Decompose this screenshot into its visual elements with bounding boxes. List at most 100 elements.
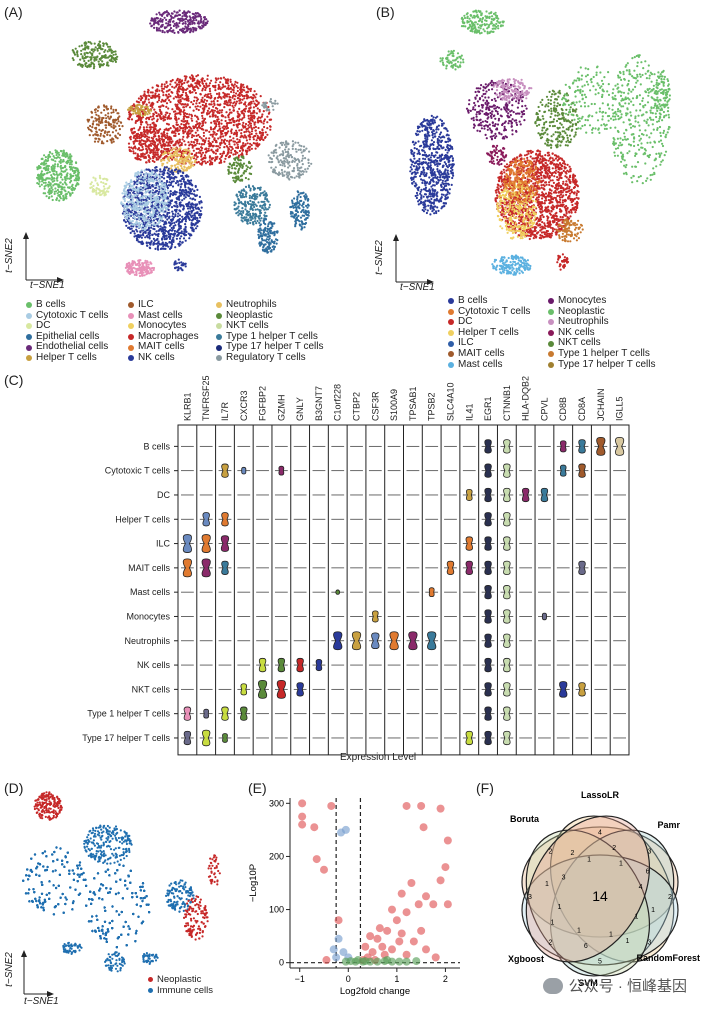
tsne-point <box>55 154 58 157</box>
tsne-point <box>157 235 160 238</box>
tsne-point <box>184 112 187 115</box>
tsne-point <box>220 77 223 80</box>
tsne-point <box>257 233 260 236</box>
tsne-point <box>166 211 169 214</box>
tsne-point <box>187 175 190 178</box>
tsne-point <box>144 142 147 145</box>
tsne-point <box>219 127 222 130</box>
tsne-point <box>104 126 108 129</box>
tsne-point <box>163 16 166 19</box>
tsne-point <box>238 149 241 153</box>
tsne-point <box>151 86 154 89</box>
tsne-point <box>184 88 188 91</box>
tsne-point <box>245 195 248 198</box>
tsne-point <box>139 95 142 98</box>
tsne-point <box>166 30 169 33</box>
tsne-point <box>204 21 207 24</box>
tsne-point <box>182 154 185 157</box>
tsne-point <box>249 89 252 93</box>
tsne-point <box>194 12 197 15</box>
tsne-point <box>171 228 174 232</box>
tsne-point <box>179 164 182 167</box>
tsne-point <box>161 87 164 90</box>
tsne-point <box>200 153 203 156</box>
tsne-point <box>136 135 139 138</box>
tsne-point <box>105 106 108 109</box>
tsne-point <box>252 188 255 191</box>
tsne-point <box>184 91 188 95</box>
tsne-point <box>49 189 52 192</box>
tsne-point <box>195 102 198 105</box>
tsne-point <box>266 225 270 228</box>
tsne-point <box>186 126 189 129</box>
tsne-point <box>169 95 172 98</box>
tsne-point <box>183 11 186 14</box>
tsne-point <box>158 221 161 224</box>
tsne-point <box>129 115 132 118</box>
tsne-point <box>149 179 152 183</box>
tsne-point <box>254 147 257 150</box>
tsne-point <box>216 115 219 119</box>
tsne-point <box>210 128 213 131</box>
tsne-point <box>178 261 181 264</box>
tsne-point <box>178 18 181 21</box>
tsne-point <box>87 126 90 129</box>
tsne-point <box>172 16 175 19</box>
tsne-point <box>269 250 272 253</box>
tsne-point <box>133 215 136 218</box>
tsne-point <box>140 236 143 239</box>
tsne-point <box>255 132 258 135</box>
tsne-point <box>191 161 194 164</box>
tsne-point <box>171 131 174 134</box>
tsne-point <box>161 173 164 176</box>
tsne-point <box>195 19 198 22</box>
tsne-point <box>145 94 148 98</box>
tsne-point <box>123 185 126 188</box>
tsne-point <box>50 174 53 177</box>
tsne-point <box>241 98 244 101</box>
tsne-point <box>153 26 156 29</box>
tsne-point <box>263 136 267 139</box>
tsne-point <box>163 187 166 190</box>
tsne-point <box>228 113 231 116</box>
tsne-point <box>178 90 181 93</box>
tsne-point <box>240 134 243 137</box>
tsne-point <box>161 241 164 244</box>
tsne-point <box>199 127 202 130</box>
tsne-point <box>151 106 154 109</box>
tsne-point <box>79 64 82 67</box>
tsne-point <box>227 99 230 102</box>
tsne-point <box>133 232 136 235</box>
tsne-point <box>159 29 162 32</box>
tsne-point <box>186 116 189 119</box>
tsne-point <box>239 91 242 95</box>
tsne-point <box>189 29 192 33</box>
tsne-point <box>160 85 163 88</box>
tsne-point <box>152 147 156 150</box>
tsne-point <box>149 151 152 154</box>
tsne-point <box>239 212 242 215</box>
tsne-point <box>161 181 164 184</box>
tsne-point <box>64 193 67 196</box>
tsne-point <box>218 96 222 99</box>
tsne-point <box>218 104 221 107</box>
tsne-point <box>64 182 67 185</box>
tsne-point <box>267 232 270 235</box>
tsne-point <box>109 116 112 119</box>
tsne-point <box>181 82 184 85</box>
tsne-point <box>97 137 100 140</box>
tsne-point <box>258 137 261 140</box>
tsne-point <box>212 133 215 136</box>
tsne-point <box>175 208 178 211</box>
tsne-point <box>56 165 59 168</box>
tsne-point <box>204 102 208 105</box>
tsne-point <box>261 200 265 203</box>
tsne-point <box>154 96 157 99</box>
tsne-point <box>147 159 150 162</box>
tsne-point <box>133 210 136 213</box>
tsne-point <box>249 221 252 225</box>
tsne-point <box>197 20 200 23</box>
tsne-point <box>202 143 206 146</box>
tsne-point <box>175 170 178 173</box>
tsne-point <box>202 131 205 134</box>
